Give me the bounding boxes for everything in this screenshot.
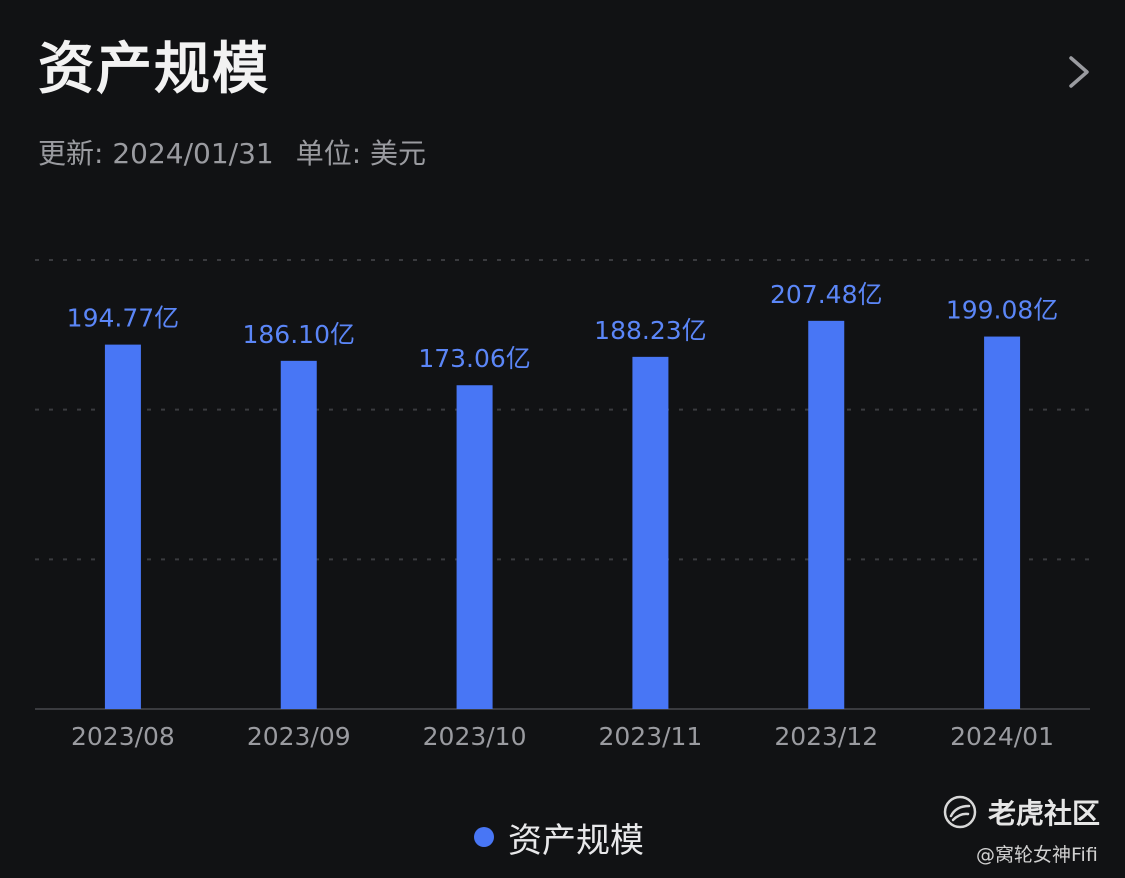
x-tick-label-2023-09: 2023/09	[247, 722, 351, 751]
legend[interactable]: 资产规模	[474, 812, 644, 862]
x-tick-label-2023-08: 2023/08	[71, 722, 175, 751]
data-label-2023-09: 186.10亿	[243, 320, 355, 349]
legend-swatch	[474, 827, 494, 847]
chevron-right-icon[interactable]	[1062, 52, 1096, 92]
x-tick-label-2023-12: 2023/12	[774, 722, 878, 751]
data-label-2023-08: 194.77亿	[67, 304, 179, 333]
bar-2023-09[interactable]	[280, 360, 317, 709]
data-label-2023-10: 173.06亿	[418, 344, 530, 373]
data-label-2023-11: 188.23亿	[594, 316, 706, 345]
updated-date: 更新: 2024/01/31	[38, 137, 274, 170]
bar-2023-11[interactable]	[632, 356, 669, 709]
watermark-brand: 老虎社区	[988, 797, 1101, 830]
data-label-2024-01: 199.08亿	[946, 296, 1058, 325]
legend-label: 资产规模	[508, 820, 644, 861]
bar-chart: 194.77亿 2023/08 186.10亿 2023/09 173.06亿 2023/…	[35, 259, 1090, 751]
bar-2023-12[interactable]	[808, 320, 845, 709]
x-tick-label-2023-10: 2023/10	[423, 722, 527, 751]
watermark: 老虎社区 @窝轮女神Fifi	[942, 792, 1112, 867]
x-tick-label-2024-01: 2024/01	[950, 722, 1054, 751]
watermark-user: @窝轮女神Fifi	[976, 844, 1098, 866]
unit-label: 单位: 美元	[295, 137, 427, 170]
bar-2023-10[interactable]	[456, 385, 493, 709]
tiger-logo-icon	[943, 795, 977, 829]
meta-info: 更新: 2024/01/31 单位: 美元	[38, 134, 426, 174]
page-title: 资产规模	[38, 37, 270, 102]
bar-2023-08[interactable]	[104, 344, 141, 709]
x-tick-label-2023-11: 2023/11	[598, 722, 702, 751]
data-label-2023-12: 207.48亿	[770, 280, 882, 309]
bar-2024-01[interactable]	[984, 336, 1021, 709]
